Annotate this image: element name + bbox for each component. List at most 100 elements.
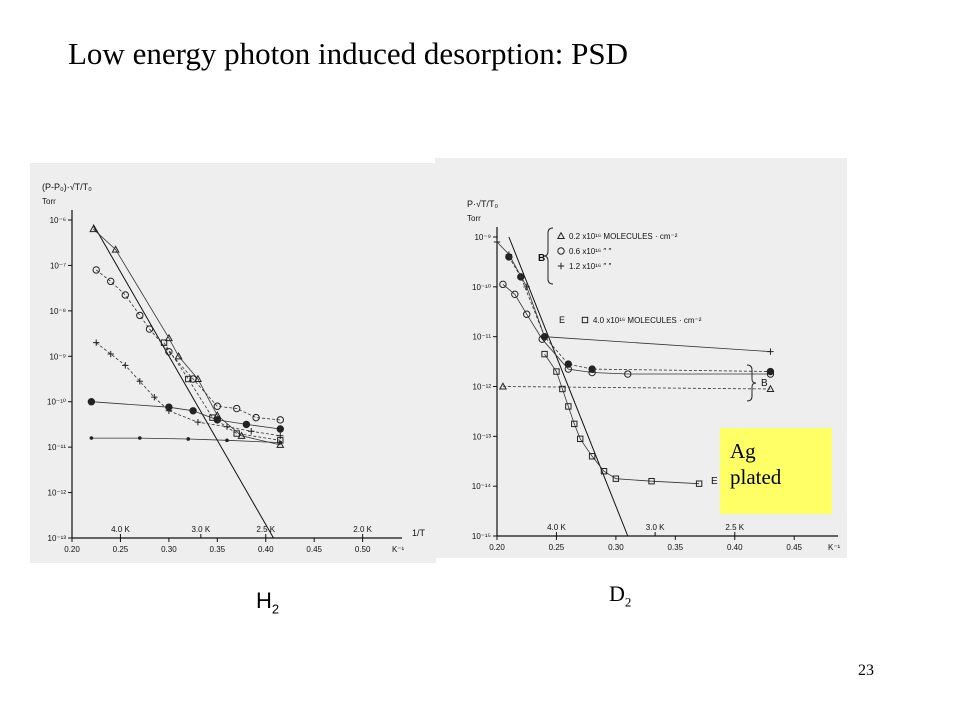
h2-y-tick-label: 10⁻¹⁰ (47, 398, 66, 407)
h2-point-dot (89, 436, 94, 440)
d2-point-square (553, 368, 560, 375)
note-line-2: plated (730, 465, 782, 489)
d2-point-circle-open (523, 310, 531, 318)
h2-point-circle-open (107, 277, 115, 286)
d2-y-tick-label: 10⁻¹¹ (473, 333, 492, 342)
h2-series-line-square (163, 342, 281, 441)
d2-legend-marker-plus (557, 262, 565, 270)
h2-y-tick-label: 10⁻⁷ (50, 261, 66, 270)
h2-chart: 10⁻¹³ 10⁻¹² 10⁻¹¹ 10⁻¹⁰ 10⁻⁹ 10⁻⁸ 10⁻⁷ 10⁻⁶ 0.20… (42, 182, 426, 554)
d2-temp-label: 3.0 K (646, 523, 665, 532)
h2-temp-label: 4.0 K (111, 525, 130, 534)
d2-caption-main: D (609, 581, 625, 606)
h2-x-tick-label: 0.25 (113, 545, 129, 554)
h2-point-plus (248, 428, 255, 435)
d2-point-plus (505, 251, 513, 258)
h2-point-circle-filled (276, 425, 284, 433)
d2-point-square (612, 475, 620, 482)
h2-x-unit: K⁻¹ (392, 545, 405, 554)
h2-temp-label: 3.0 K (192, 525, 211, 534)
d2-point-plus (493, 238, 501, 246)
h2-point-plus (151, 393, 158, 401)
h2-point-triangle (111, 245, 120, 253)
h2-series-line-plus (95, 342, 281, 437)
h2-reference-line (92, 224, 274, 539)
h2-point-square (233, 430, 240, 437)
d2-point-square (577, 435, 584, 443)
d2-caption: D2 (609, 581, 631, 610)
d2-point-circle-filled (564, 360, 573, 368)
h2-point-circle-open (145, 325, 154, 333)
h2-point-plus (194, 418, 202, 426)
h2-point-square (185, 375, 192, 383)
d2-point-circle-open (511, 290, 519, 299)
h2-point-circle-open (136, 311, 144, 320)
d2-point-square (571, 420, 578, 428)
h2-temp-label: 2.0 K (353, 525, 372, 534)
d2-y-unit: Torr (467, 214, 481, 223)
d2-legend-entry: 0.2 x10¹⁶ MOLECULES · cm⁻² (569, 232, 678, 241)
h2-point-square (209, 414, 216, 421)
d2-curve-label-e: E (711, 476, 718, 487)
h2-point-circle-open (252, 413, 260, 422)
h2-point-triangle (174, 352, 183, 360)
h2-point-triangle (276, 440, 285, 448)
d2-legend-group-e: E (559, 315, 565, 325)
d2-temp-label: 4.0 K (547, 523, 566, 532)
d2-point-square (541, 350, 548, 358)
h2-y-tick-label: 10⁻⁸ (50, 307, 67, 316)
d2-legend-marker-circle-open (557, 247, 565, 255)
d2-chart: 10⁻¹⁵ 10⁻¹⁴ 10⁻¹³ 10⁻¹² 10⁻¹¹ 10⁻¹⁰ 10⁻⁹ 0.20 0.… (467, 199, 841, 552)
d2-legend-entry-e: 4.0 x10¹⁶ MOLECULES · cm⁻² (593, 316, 702, 325)
h2-y-tick-label: 10⁻¹³ (48, 534, 67, 543)
h2-point-circle-filled (242, 420, 251, 429)
d2-legend-entry: 1.2 x10¹⁶ ″ ″ (569, 262, 611, 271)
h2-chart-panel: 10⁻¹³ 10⁻¹² 10⁻¹¹ 10⁻¹⁰ 10⁻⁹ 10⁻⁸ 10⁻⁷ 10⁻⁶ 0.20… (30, 163, 436, 563)
page-number: 23 (858, 662, 874, 679)
d2-caption-sub: 2 (624, 594, 632, 610)
d2-point-square (695, 480, 703, 487)
h2-x-axis-label: 1/T (412, 528, 426, 538)
h2-point-plus (93, 339, 100, 346)
d2-point-circle-filled (766, 367, 775, 376)
h2-y-tick-label: 10⁻⁶ (50, 216, 66, 225)
h2-series-line-circle-filled (91, 401, 281, 430)
h2-point-dot (138, 436, 142, 440)
h2-series-line-triangle (93, 228, 281, 446)
d2-series-line-circle-filled (508, 256, 771, 372)
d2-legend-marker-triangle (556, 231, 566, 240)
d2-point-square (600, 468, 608, 475)
d2-legend-entry: 0.6 x10¹⁶ ″ ″ (569, 247, 611, 256)
h2-x-tick-label: 0.45 (306, 545, 322, 554)
h2-point-circle-open (232, 404, 241, 413)
d2-point-triangle (498, 382, 507, 390)
d2-series-line-square (544, 353, 700, 485)
d2-x-tick-label: 0.30 (608, 543, 624, 552)
h2-y-tick-label: 10⁻¹² (48, 489, 67, 498)
h2-point-dot (186, 437, 191, 441)
d2-reference-line (508, 236, 629, 537)
h2-point-dot (225, 438, 229, 443)
d2-x-tick-label: 0.20 (489, 543, 505, 552)
d2-point-circle-open (624, 370, 632, 378)
h2-point-triangle (237, 431, 246, 439)
h2-point-circle-open (165, 348, 173, 356)
d2-x-tick-label: 0.45 (786, 543, 802, 552)
d2-x-tick-label: 0.25 (549, 543, 565, 552)
h2-caption: H2 (256, 588, 279, 616)
d2-y-tick-label: 10⁻¹⁰ (472, 283, 491, 292)
d2-curve-label-b: B (761, 378, 768, 389)
h2-point-triangle (164, 333, 173, 342)
d2-series-line-triangle (502, 386, 771, 390)
h2-point-circle-open (213, 402, 222, 410)
note-line-1: Ag (730, 439, 756, 463)
h2-point-circle-filled (189, 407, 197, 415)
h2-y-unit: Torr (42, 197, 56, 206)
h2-point-plus (107, 350, 114, 358)
h2-series-line-circle-open (95, 269, 281, 421)
h2-point-square (160, 339, 168, 346)
d2-x-tick-label: 0.40 (727, 543, 743, 552)
h2-point-circle-filled (87, 398, 96, 406)
d2-y-tick-label: 10⁻¹⁵ (472, 532, 491, 541)
d2-point-circle-filled (588, 365, 596, 373)
